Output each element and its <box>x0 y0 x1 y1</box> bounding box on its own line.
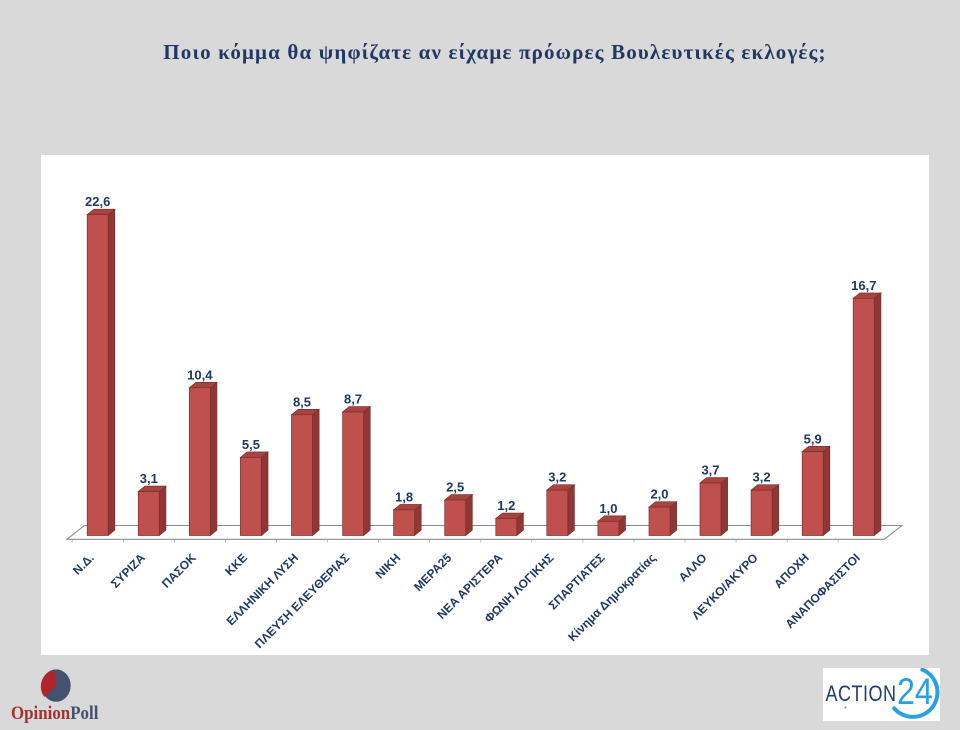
svg-text:Ν.Δ.: Ν.Δ. <box>70 551 97 578</box>
svg-text:2,5: 2,5 <box>446 480 464 495</box>
svg-text:ΣΥΡΙΖΑ: ΣΥΡΙΖΑ <box>108 550 148 590</box>
svg-text:ΑΛΛΟ: ΑΛΛΟ <box>676 551 710 585</box>
svg-text:ΚΚΕ: ΚΚΕ <box>222 551 250 579</box>
svg-text:5,5: 5,5 <box>242 437 260 452</box>
svg-text:24: 24 <box>897 671 933 713</box>
svg-text:8,7: 8,7 <box>344 392 362 407</box>
svg-text:ΜΕΡΑ25: ΜΕΡΑ25 <box>411 551 454 594</box>
svg-text:Κίνημα Δημοκρατίας: Κίνημα Δημοκρατίας <box>565 551 658 644</box>
svg-text:2,0: 2,0 <box>650 487 668 502</box>
svg-text:3,2: 3,2 <box>548 470 566 485</box>
svg-text:ΑΠΟΧΗ: ΑΠΟΧΗ <box>771 551 812 592</box>
svg-text:8,5: 8,5 <box>293 394 311 409</box>
svg-text:ACTION: ACTION <box>826 682 897 706</box>
svg-text:16,7: 16,7 <box>851 278 876 293</box>
svg-text:1,0: 1,0 <box>599 501 617 516</box>
svg-text:3,7: 3,7 <box>701 463 719 478</box>
svg-text:3,2: 3,2 <box>753 470 771 485</box>
svg-text:ΝΙΚΗ: ΝΙΚΗ <box>373 551 404 582</box>
svg-text:ΠΑΣΟΚ: ΠΑΣΟΚ <box>159 550 199 590</box>
svg-text:5,9: 5,9 <box>804 431 822 446</box>
svg-text:10,4: 10,4 <box>187 367 213 382</box>
svg-text:22,6: 22,6 <box>85 194 110 209</box>
svg-text:ΠΛΕΥΣΗ ΕΛΕΥΘΕΡΙΑΣ: ΠΛΕΥΣΗ ΕΛΕΥΘΕΡΙΑΣ <box>252 551 352 651</box>
svg-text:1,2: 1,2 <box>497 498 515 513</box>
svg-text:3,1: 3,1 <box>140 471 158 486</box>
svg-text:1,8: 1,8 <box>395 490 413 505</box>
